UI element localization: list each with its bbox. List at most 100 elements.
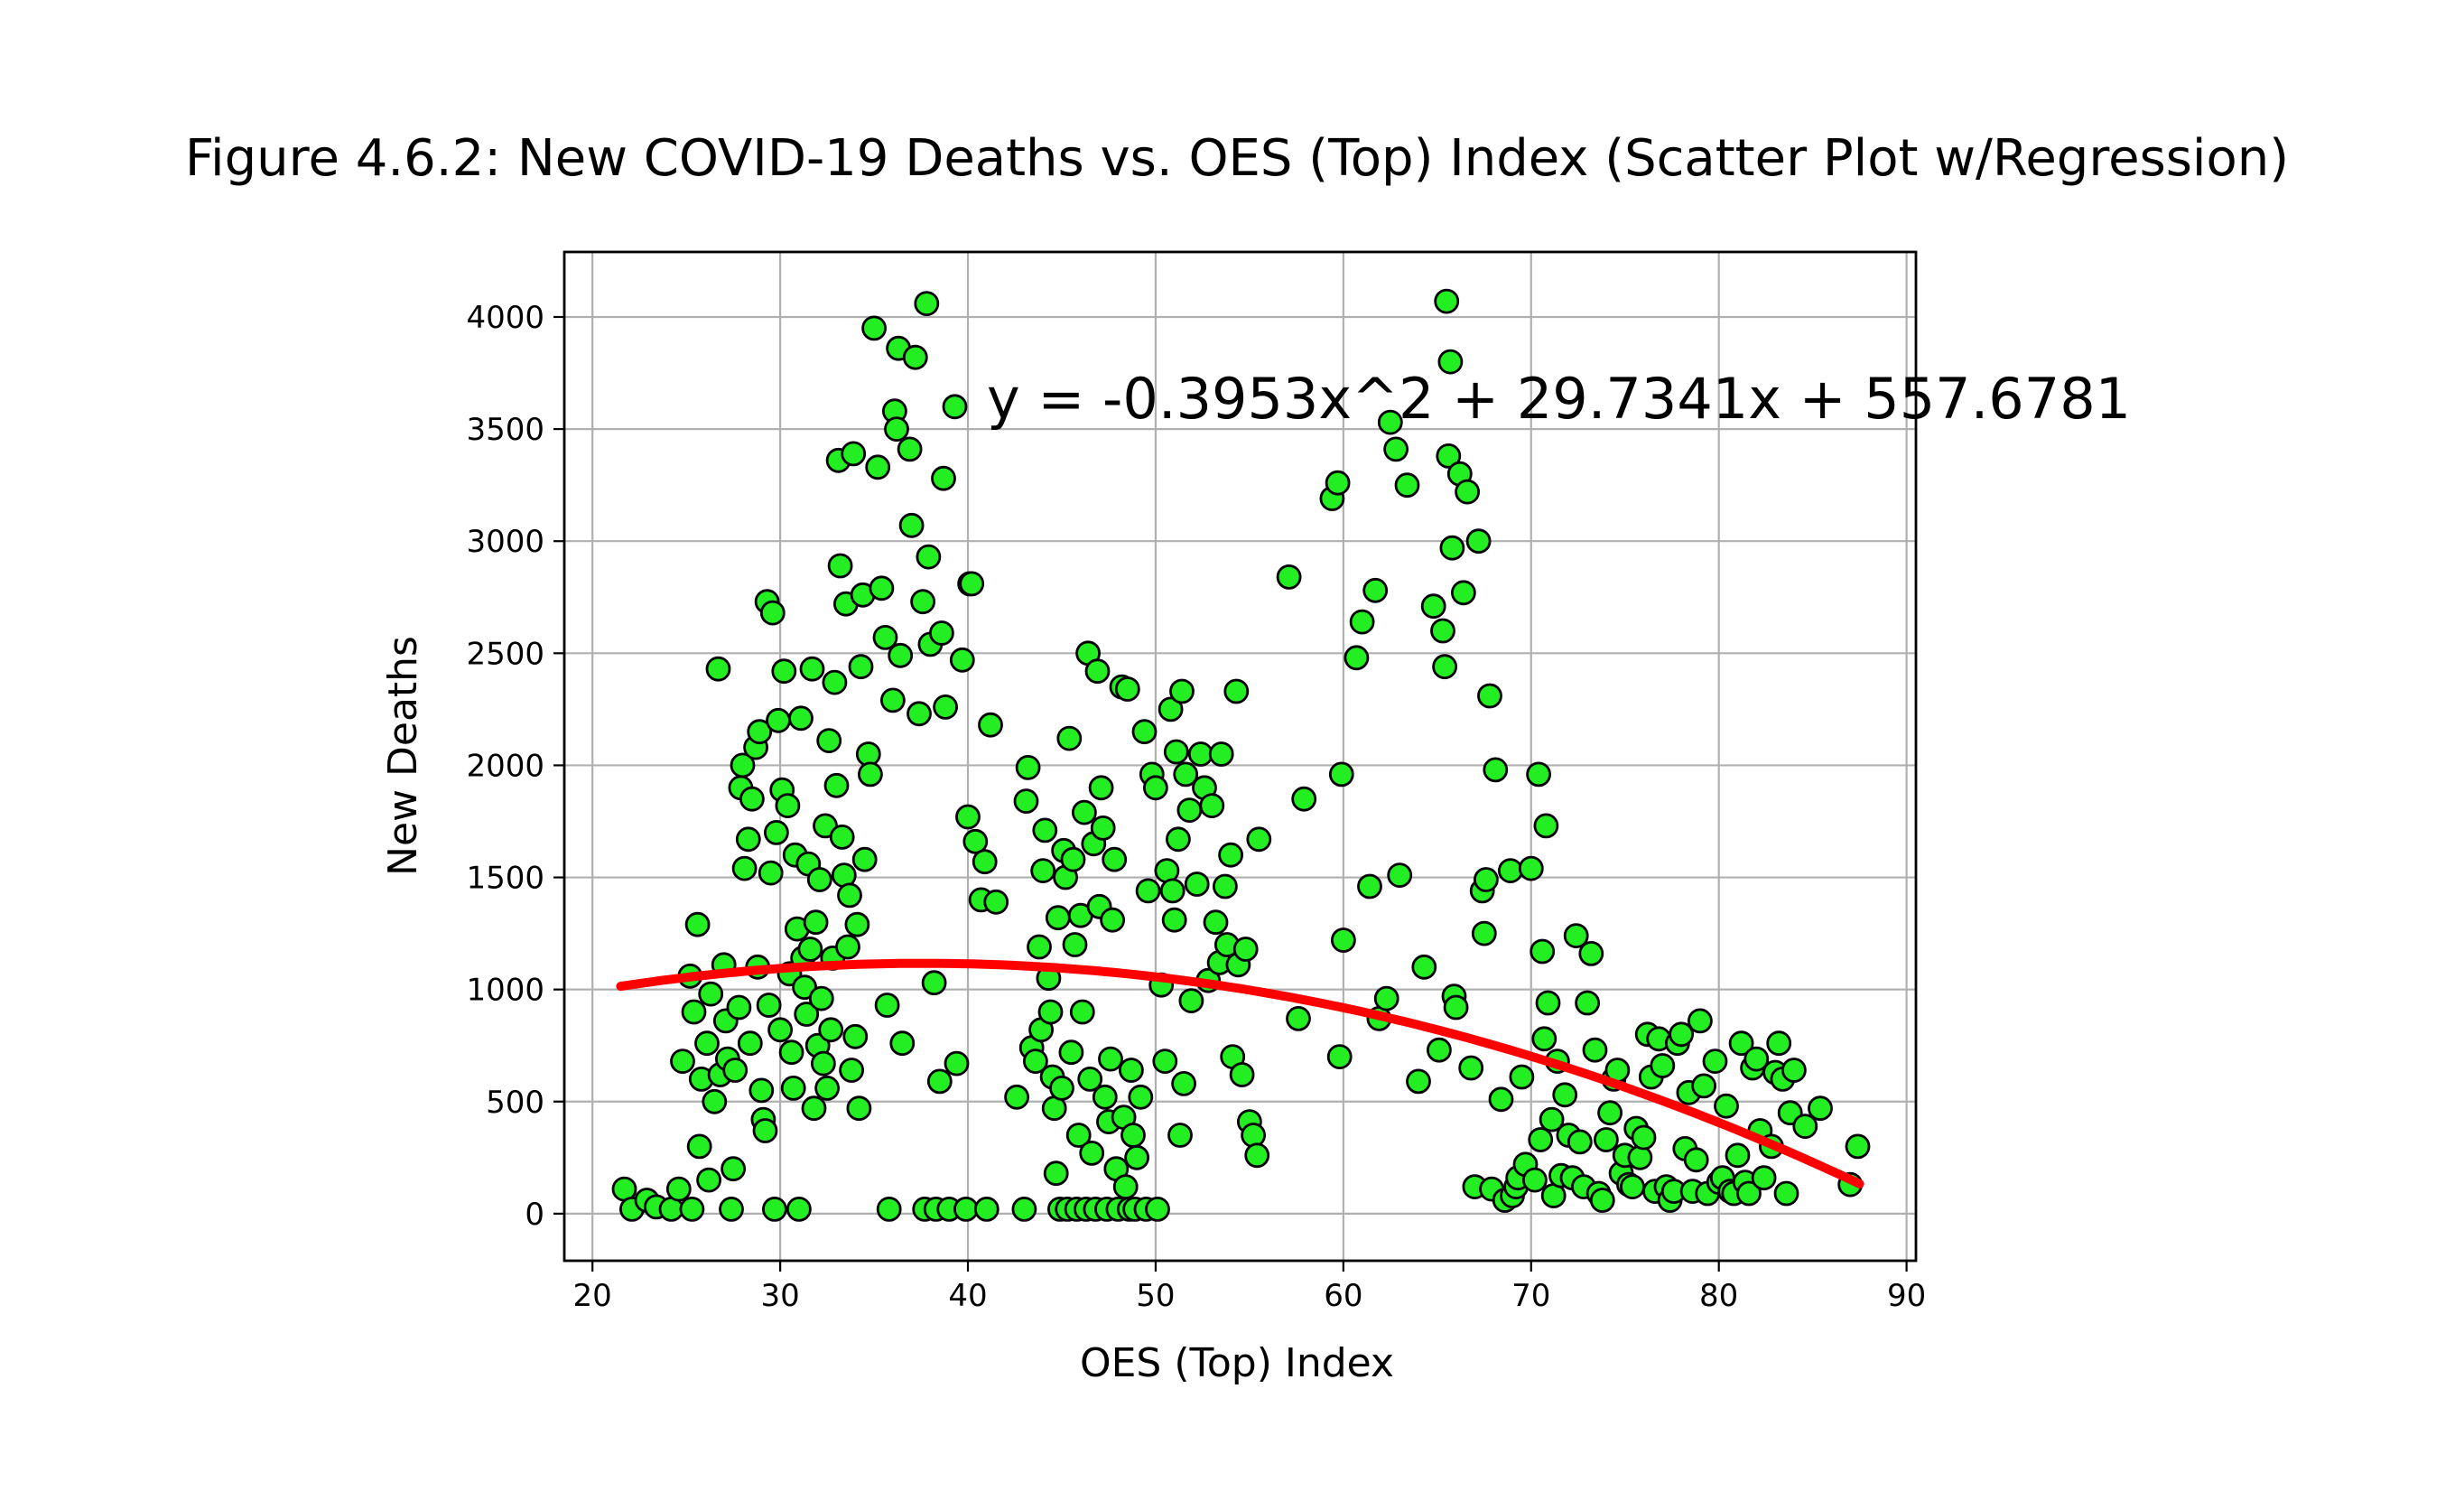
data-point bbox=[788, 705, 814, 732]
data-point bbox=[1539, 1106, 1565, 1132]
data-point bbox=[811, 1050, 836, 1077]
data-point bbox=[1781, 1058, 1807, 1083]
data-point bbox=[739, 786, 765, 812]
data-point bbox=[1344, 645, 1370, 671]
data-point bbox=[839, 1058, 864, 1083]
data-point bbox=[1159, 878, 1186, 904]
data-point bbox=[1488, 1086, 1514, 1113]
data-point bbox=[719, 1197, 744, 1222]
data-point bbox=[686, 1133, 712, 1160]
data-point bbox=[942, 394, 968, 420]
data-point bbox=[884, 416, 909, 443]
data-point bbox=[1112, 1174, 1139, 1199]
data-point bbox=[818, 1017, 844, 1043]
data-point bbox=[1702, 1049, 1728, 1074]
y-tick-label: 1000 bbox=[466, 973, 544, 1009]
data-point bbox=[748, 1077, 775, 1104]
data-point bbox=[803, 909, 829, 936]
data-point bbox=[1483, 757, 1509, 783]
data-point bbox=[1027, 934, 1052, 960]
data-point bbox=[851, 846, 878, 872]
data-point bbox=[1498, 858, 1523, 883]
data-point bbox=[874, 993, 900, 1018]
data-point bbox=[813, 813, 838, 839]
data-point bbox=[735, 826, 761, 853]
data-point bbox=[914, 291, 940, 317]
data-point bbox=[1291, 786, 1317, 812]
data-point bbox=[1394, 472, 1420, 499]
data-point bbox=[1102, 846, 1128, 872]
data-point bbox=[1161, 907, 1187, 933]
data-point bbox=[1045, 905, 1071, 931]
data-point bbox=[1037, 999, 1064, 1025]
data-point bbox=[731, 855, 758, 881]
data-point bbox=[756, 993, 782, 1018]
data-point bbox=[1714, 1093, 1739, 1119]
data-point bbox=[1079, 1141, 1105, 1166]
data-point bbox=[1522, 1167, 1548, 1193]
data-point bbox=[1688, 1008, 1713, 1034]
x-tick-label: 40 bbox=[948, 1278, 987, 1314]
data-point bbox=[1531, 1026, 1557, 1052]
data-point bbox=[897, 436, 923, 462]
regression-equation: y = -0.3953x^2 + 29.7341x + 557.6781 bbox=[987, 366, 2131, 432]
data-point bbox=[747, 719, 773, 745]
data-point bbox=[1199, 793, 1225, 818]
data-point bbox=[1631, 1124, 1657, 1151]
data-point bbox=[1563, 923, 1589, 948]
data-point bbox=[806, 867, 832, 892]
data-point bbox=[1131, 719, 1158, 745]
data-point bbox=[1725, 1142, 1751, 1169]
x-tick-label: 50 bbox=[1136, 1278, 1175, 1314]
data-point bbox=[1246, 826, 1272, 853]
x-axis-label: OES (Top) Index bbox=[1080, 1340, 1394, 1386]
data-point bbox=[1434, 288, 1460, 314]
data-point bbox=[1069, 999, 1095, 1025]
data-point bbox=[1145, 1197, 1170, 1222]
data-point bbox=[1058, 1039, 1084, 1066]
data-point bbox=[1065, 1123, 1092, 1148]
data-point bbox=[1187, 741, 1213, 767]
data-point bbox=[698, 981, 724, 1007]
data-point bbox=[730, 752, 756, 778]
data-point bbox=[1203, 909, 1229, 936]
data-point bbox=[931, 465, 956, 491]
data-point bbox=[1090, 816, 1116, 841]
data-point bbox=[876, 1197, 902, 1222]
data-point bbox=[1114, 676, 1140, 702]
data-point bbox=[822, 669, 848, 695]
data-point bbox=[1474, 867, 1499, 892]
data-point bbox=[1092, 1084, 1118, 1110]
data-point bbox=[1455, 479, 1480, 505]
data-point bbox=[1060, 846, 1086, 872]
data-point bbox=[771, 658, 797, 685]
data-point bbox=[1166, 826, 1191, 853]
data-point bbox=[1518, 855, 1544, 881]
data-point bbox=[1072, 799, 1097, 825]
x-tick-label: 90 bbox=[1887, 1278, 1926, 1314]
y-tick-label: 3000 bbox=[466, 524, 544, 560]
data-point bbox=[1325, 470, 1351, 496]
data-point bbox=[872, 625, 898, 650]
data-point bbox=[1100, 907, 1125, 933]
data-point bbox=[1773, 1180, 1799, 1207]
data-point bbox=[816, 728, 842, 753]
data-point bbox=[910, 589, 935, 615]
data-point bbox=[1056, 725, 1083, 751]
data-point bbox=[1013, 788, 1039, 814]
data-point bbox=[1032, 817, 1058, 844]
data-point bbox=[1589, 1188, 1615, 1213]
data-point bbox=[1167, 1123, 1193, 1148]
data-point bbox=[848, 654, 874, 680]
data-point bbox=[1176, 797, 1203, 823]
data-point bbox=[889, 1030, 916, 1057]
data-point bbox=[1743, 1046, 1770, 1072]
data-point bbox=[758, 860, 784, 886]
data-point bbox=[1535, 990, 1561, 1016]
data-point bbox=[1023, 1049, 1048, 1074]
data-point bbox=[959, 571, 985, 597]
data-point bbox=[1436, 443, 1462, 469]
data-point bbox=[794, 1002, 820, 1027]
data-point bbox=[1011, 1197, 1037, 1222]
data-point bbox=[1326, 1044, 1353, 1069]
